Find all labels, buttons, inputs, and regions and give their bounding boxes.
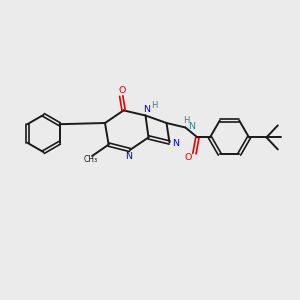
- Text: N: N: [172, 140, 180, 148]
- Text: N: N: [188, 122, 196, 131]
- Text: H: H: [151, 101, 158, 110]
- Text: O: O: [185, 153, 192, 162]
- Text: O: O: [118, 86, 125, 95]
- Text: H: H: [183, 116, 189, 125]
- Text: CH₃: CH₃: [83, 155, 98, 164]
- Text: N: N: [143, 105, 151, 114]
- Text: N: N: [125, 152, 132, 161]
